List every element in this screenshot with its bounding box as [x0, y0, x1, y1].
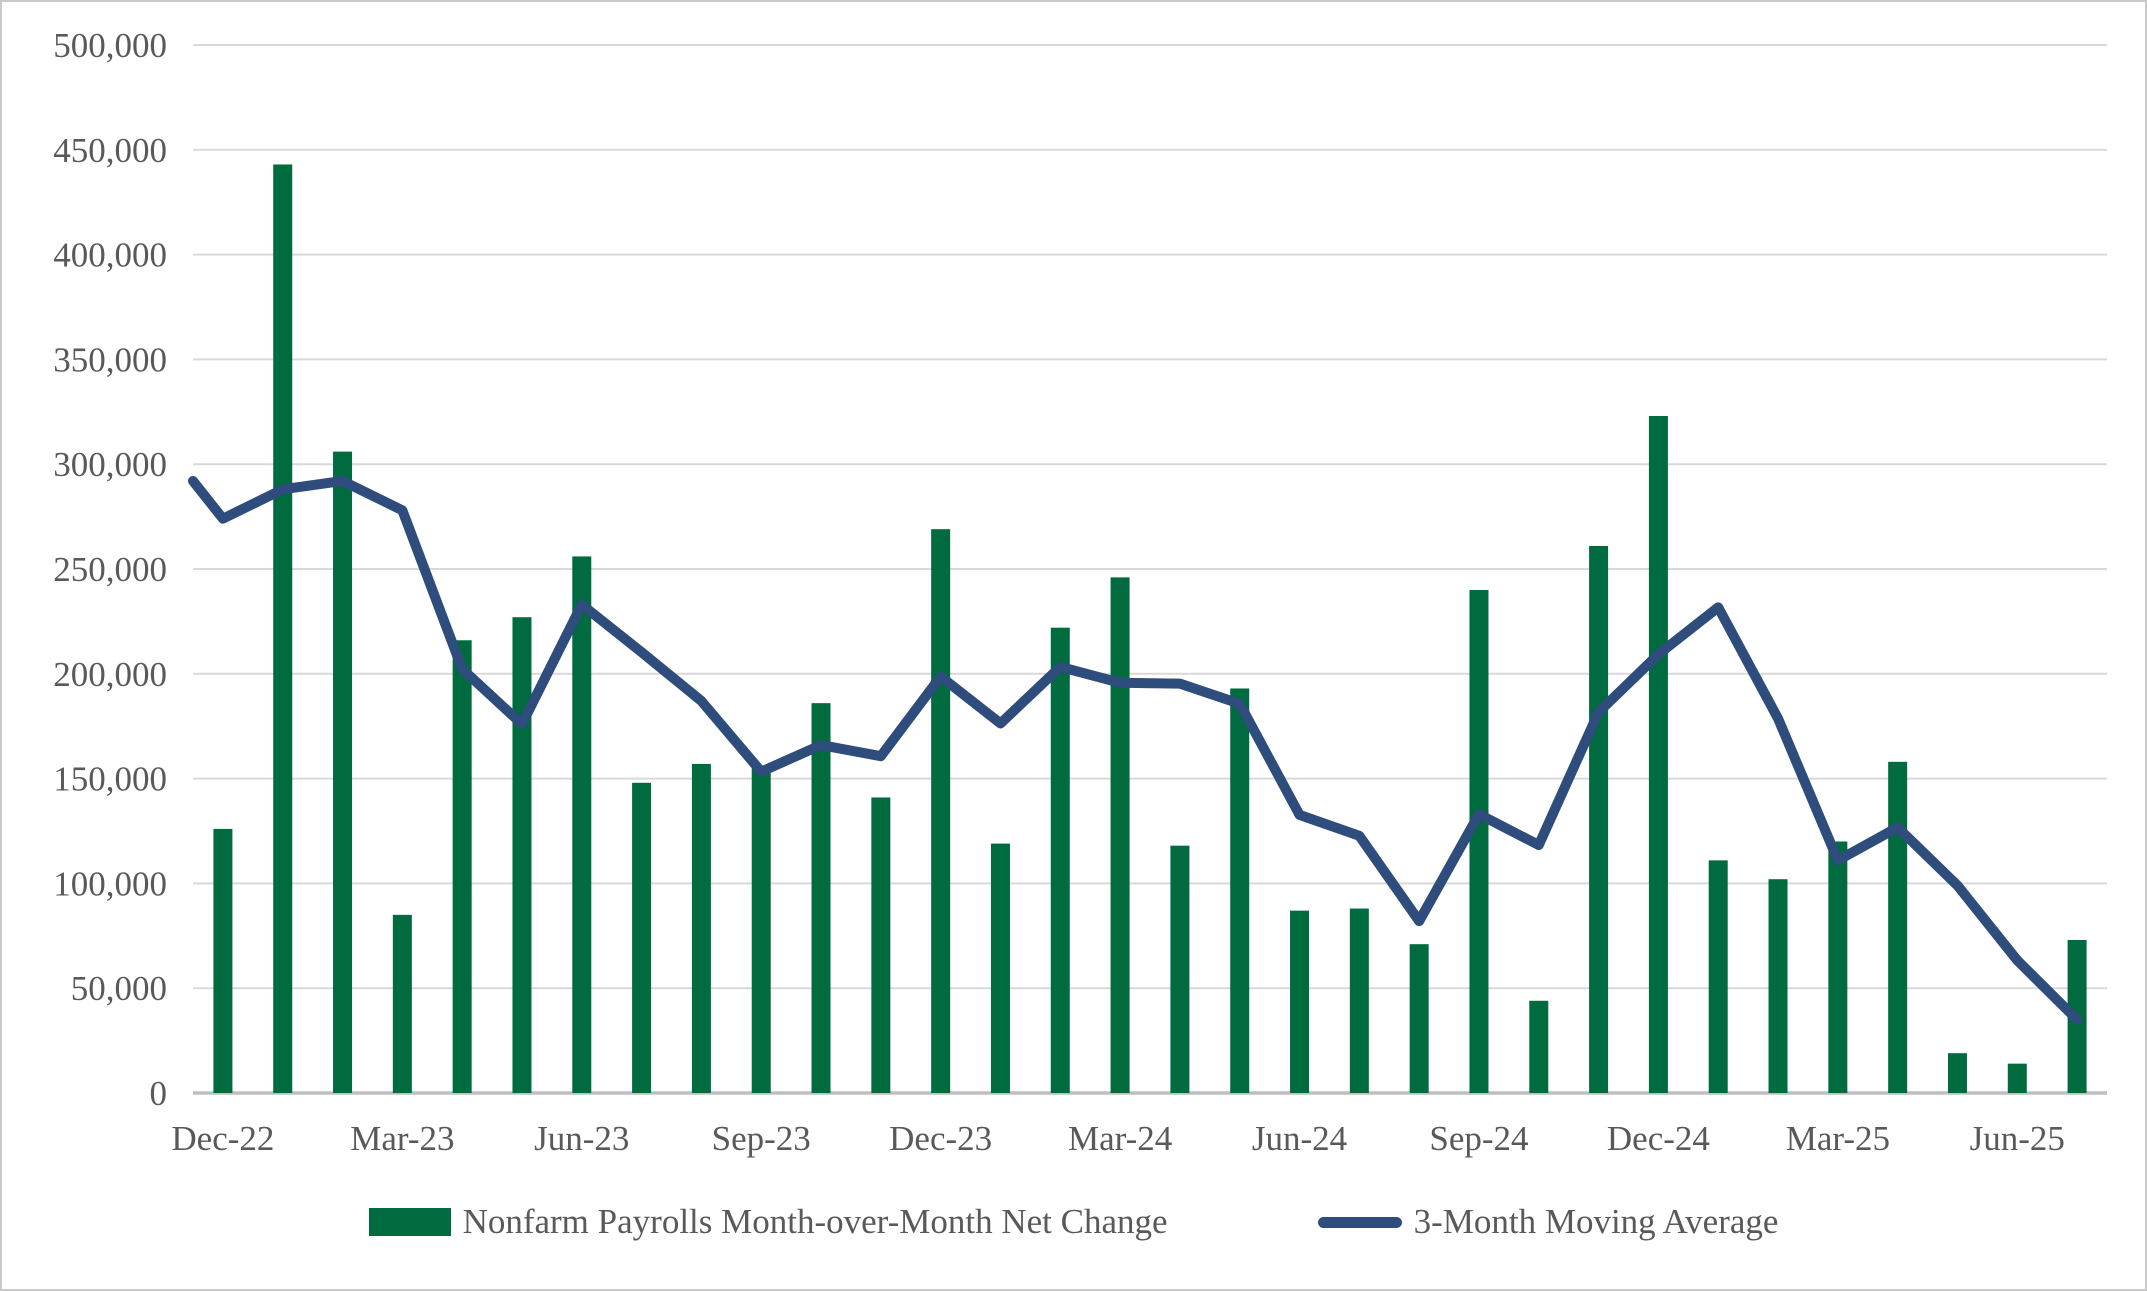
line-series-label: 3-Month Moving Average	[1413, 1202, 1779, 1241]
y-tick-label: 450,000	[53, 131, 167, 170]
y-tick-label: 500,000	[53, 26, 167, 65]
bar	[213, 828, 233, 1093]
bar	[1230, 688, 1250, 1093]
line-series-swatch	[1317, 1216, 1402, 1228]
x-tick-label: Jun-25	[1970, 1119, 2065, 1158]
bar	[333, 451, 353, 1093]
x-tick-label: Sep-24	[1429, 1119, 1528, 1158]
x-tick-label: Mar-23	[350, 1119, 454, 1158]
y-tick-label: 150,000	[53, 760, 167, 799]
bar	[1349, 908, 1369, 1093]
x-tick-label: Dec-23	[889, 1119, 992, 1158]
y-tick-label: 100,000	[53, 864, 167, 903]
moving-average-line	[188, 475, 2083, 1025]
x-tick-label: Jun-23	[534, 1119, 629, 1158]
bar	[1828, 841, 1848, 1093]
x-tick-label: Mar-25	[1786, 1119, 1890, 1158]
bar	[871, 797, 891, 1093]
y-tick-label: 250,000	[53, 550, 167, 589]
y-tick-label: 0	[150, 1074, 168, 1113]
x-tick-label: Dec-22	[171, 1119, 274, 1158]
x-tick-label: Jun-24	[1252, 1119, 1347, 1158]
bar	[691, 763, 711, 1093]
bar	[990, 843, 1010, 1093]
bar	[632, 782, 652, 1093]
bar	[512, 617, 532, 1093]
bar	[1050, 627, 1070, 1093]
x-tick-label: Sep-23	[712, 1119, 811, 1158]
bar	[1708, 860, 1728, 1093]
bar	[452, 640, 472, 1093]
x-tick-label: Dec-24	[1607, 1119, 1710, 1158]
bar	[1290, 910, 1310, 1093]
bar	[931, 529, 951, 1093]
legend-item-bars: Nonfarm Payrolls Month-over-Month Net Ch…	[368, 1202, 1168, 1242]
bar	[1469, 589, 1489, 1093]
bar	[751, 768, 771, 1093]
bar	[392, 914, 412, 1093]
x-tick-label: Mar-24	[1068, 1119, 1172, 1158]
bar	[1888, 761, 1908, 1093]
bar	[273, 164, 293, 1094]
bar	[1589, 545, 1609, 1093]
bar	[1170, 845, 1190, 1093]
bar	[2007, 1063, 2027, 1093]
legend-item-line: 3-Month Moving Average	[1317, 1202, 1779, 1242]
bar	[811, 703, 831, 1093]
y-tick-label: 200,000	[53, 655, 167, 694]
bar	[1529, 1000, 1549, 1093]
bar-series-label: Nonfarm Payrolls Month-over-Month Net Ch…	[462, 1202, 1168, 1241]
bar-series-swatch	[368, 1208, 451, 1236]
y-tick-label: 300,000	[53, 445, 167, 484]
bar	[1110, 577, 1130, 1093]
y-tick-label: 400,000	[53, 236, 167, 275]
y-tick-label: 50,000	[71, 969, 167, 1008]
bar	[1768, 879, 1788, 1093]
y-tick-label: 350,000	[53, 340, 167, 379]
legend: Nonfarm Payrolls Month-over-Month Net Ch…	[2, 1202, 2145, 1242]
bar	[1409, 944, 1429, 1093]
bar	[1648, 415, 1668, 1093]
bar	[572, 556, 592, 1093]
bar	[1947, 1053, 1967, 1093]
